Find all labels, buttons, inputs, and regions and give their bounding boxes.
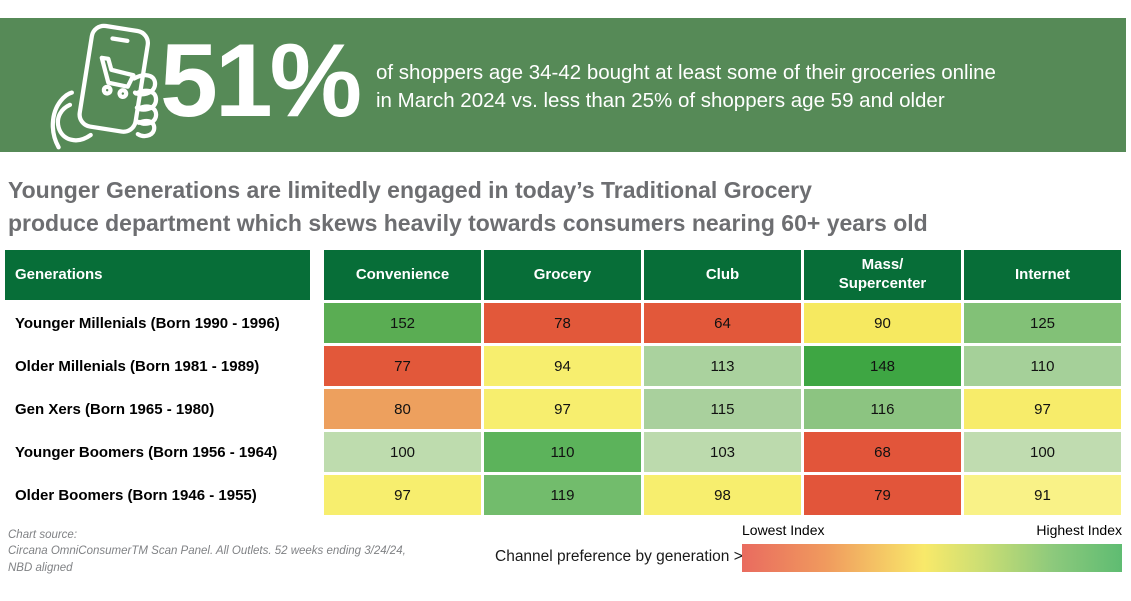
heatmap-cell: 100: [964, 432, 1121, 472]
heatmap-cell: 152: [324, 303, 481, 343]
page-title: Younger Generations are limitedly engage…: [8, 174, 928, 240]
heatmap-row-younger-millenials: Younger Millenials (Born 1990 - 1996) 15…: [5, 303, 1124, 343]
row-label: Older Boomers (Born 1946 - 1955): [5, 475, 310, 515]
legend-lowest-label: Lowest Index: [742, 522, 825, 538]
heatmap-cell: 80: [324, 389, 481, 429]
heatmap-header-row: Generations Convenience Grocery Club Mas…: [5, 250, 1124, 300]
page-title-line2: produce department which skews heavily t…: [8, 210, 928, 237]
heatmap-cell: 115: [644, 389, 801, 429]
heatmap-cell: 97: [324, 475, 481, 515]
index-legend: Lowest Index Highest Index: [742, 522, 1122, 572]
heatmap-cell: 97: [484, 389, 641, 429]
heatmap-cell: 125: [964, 303, 1121, 343]
heatmap-table: Generations Convenience Grocery Club Mas…: [5, 250, 1124, 518]
heatmap-row-older-millenials: Older Millenials (Born 1981 - 1989) 77 9…: [5, 346, 1124, 386]
heatmap-cell: 90: [804, 303, 961, 343]
hand-holding-phone-shopping-cart-icon: [50, 23, 159, 150]
heatmap-cell: 77: [324, 346, 481, 386]
chart-source-line2: Circana OmniConsumerTM Scan Panel. All O…: [8, 545, 406, 558]
heatmap-cell: 78: [484, 303, 641, 343]
legend-gradient-bar: [742, 544, 1122, 572]
column-header-club: Club: [644, 250, 801, 300]
heatmap-cell: 110: [964, 346, 1121, 386]
legend-highest-label: Highest Index: [1036, 522, 1122, 538]
column-header-mass-supercenter: Mass/ Supercenter: [804, 250, 961, 300]
heatmap-cell: 91: [964, 475, 1121, 515]
row-label: Younger Boomers (Born 1956 - 1964): [5, 432, 310, 472]
heatmap-cell: 79: [804, 475, 961, 515]
stat-description: of shoppers age 34-42 bought at least so…: [376, 59, 996, 116]
heatmap-cell: 113: [644, 346, 801, 386]
heatmap-cell: 97: [964, 389, 1121, 429]
heatmap-cell: 64: [644, 303, 801, 343]
column-header-generations: Generations: [5, 250, 310, 300]
chart-source-note: Chart source: Circana OmniConsumerTM Sca…: [8, 527, 406, 576]
stat-value: 51%: [160, 23, 362, 139]
heatmap-cell: 119: [484, 475, 641, 515]
heatmap-row-older-boomers: Older Boomers (Born 1946 - 1955) 97 119 …: [5, 475, 1124, 515]
heatmap-cell: 148: [804, 346, 961, 386]
column-header-internet: Internet: [964, 250, 1121, 300]
stat-banner: 51% of shoppers age 34-42 bought at leas…: [0, 18, 1126, 152]
row-label: Older Millenials (Born 1981 - 1989): [5, 346, 310, 386]
heatmap-cell: 110: [484, 432, 641, 472]
heatmap-cell: 94: [484, 346, 641, 386]
heatmap-cell: 103: [644, 432, 801, 472]
heatmap-cell: 100: [324, 432, 481, 472]
chart-source-line1: Chart source:: [8, 529, 78, 541]
heatmap-row-gen-xers: Gen Xers (Born 1965 - 1980) 80 97 115 11…: [5, 389, 1124, 429]
page-title-line1: Younger Generations are limitedly engage…: [8, 177, 812, 203]
column-header-convenience: Convenience: [324, 250, 481, 300]
row-label: Younger Millenials (Born 1990 - 1996): [5, 303, 310, 343]
heatmap-row-younger-boomers: Younger Boomers (Born 1956 - 1964) 100 1…: [5, 432, 1124, 472]
column-header-grocery: Grocery: [484, 250, 641, 300]
heatmap-cell: 98: [644, 475, 801, 515]
stat-description-line1: of shoppers age 34-42 bought at least so…: [376, 61, 996, 84]
heatmap-cell: 68: [804, 432, 961, 472]
stat-description-line2: in March 2024 vs. less than 25% of shopp…: [376, 89, 945, 113]
heatmap-cell: 116: [804, 389, 961, 429]
legend-caption: Channel preference by generation >: [495, 548, 743, 565]
chart-source-line3: NBD aligned: [8, 561, 73, 574]
row-label: Gen Xers (Born 1965 - 1980): [5, 389, 310, 429]
